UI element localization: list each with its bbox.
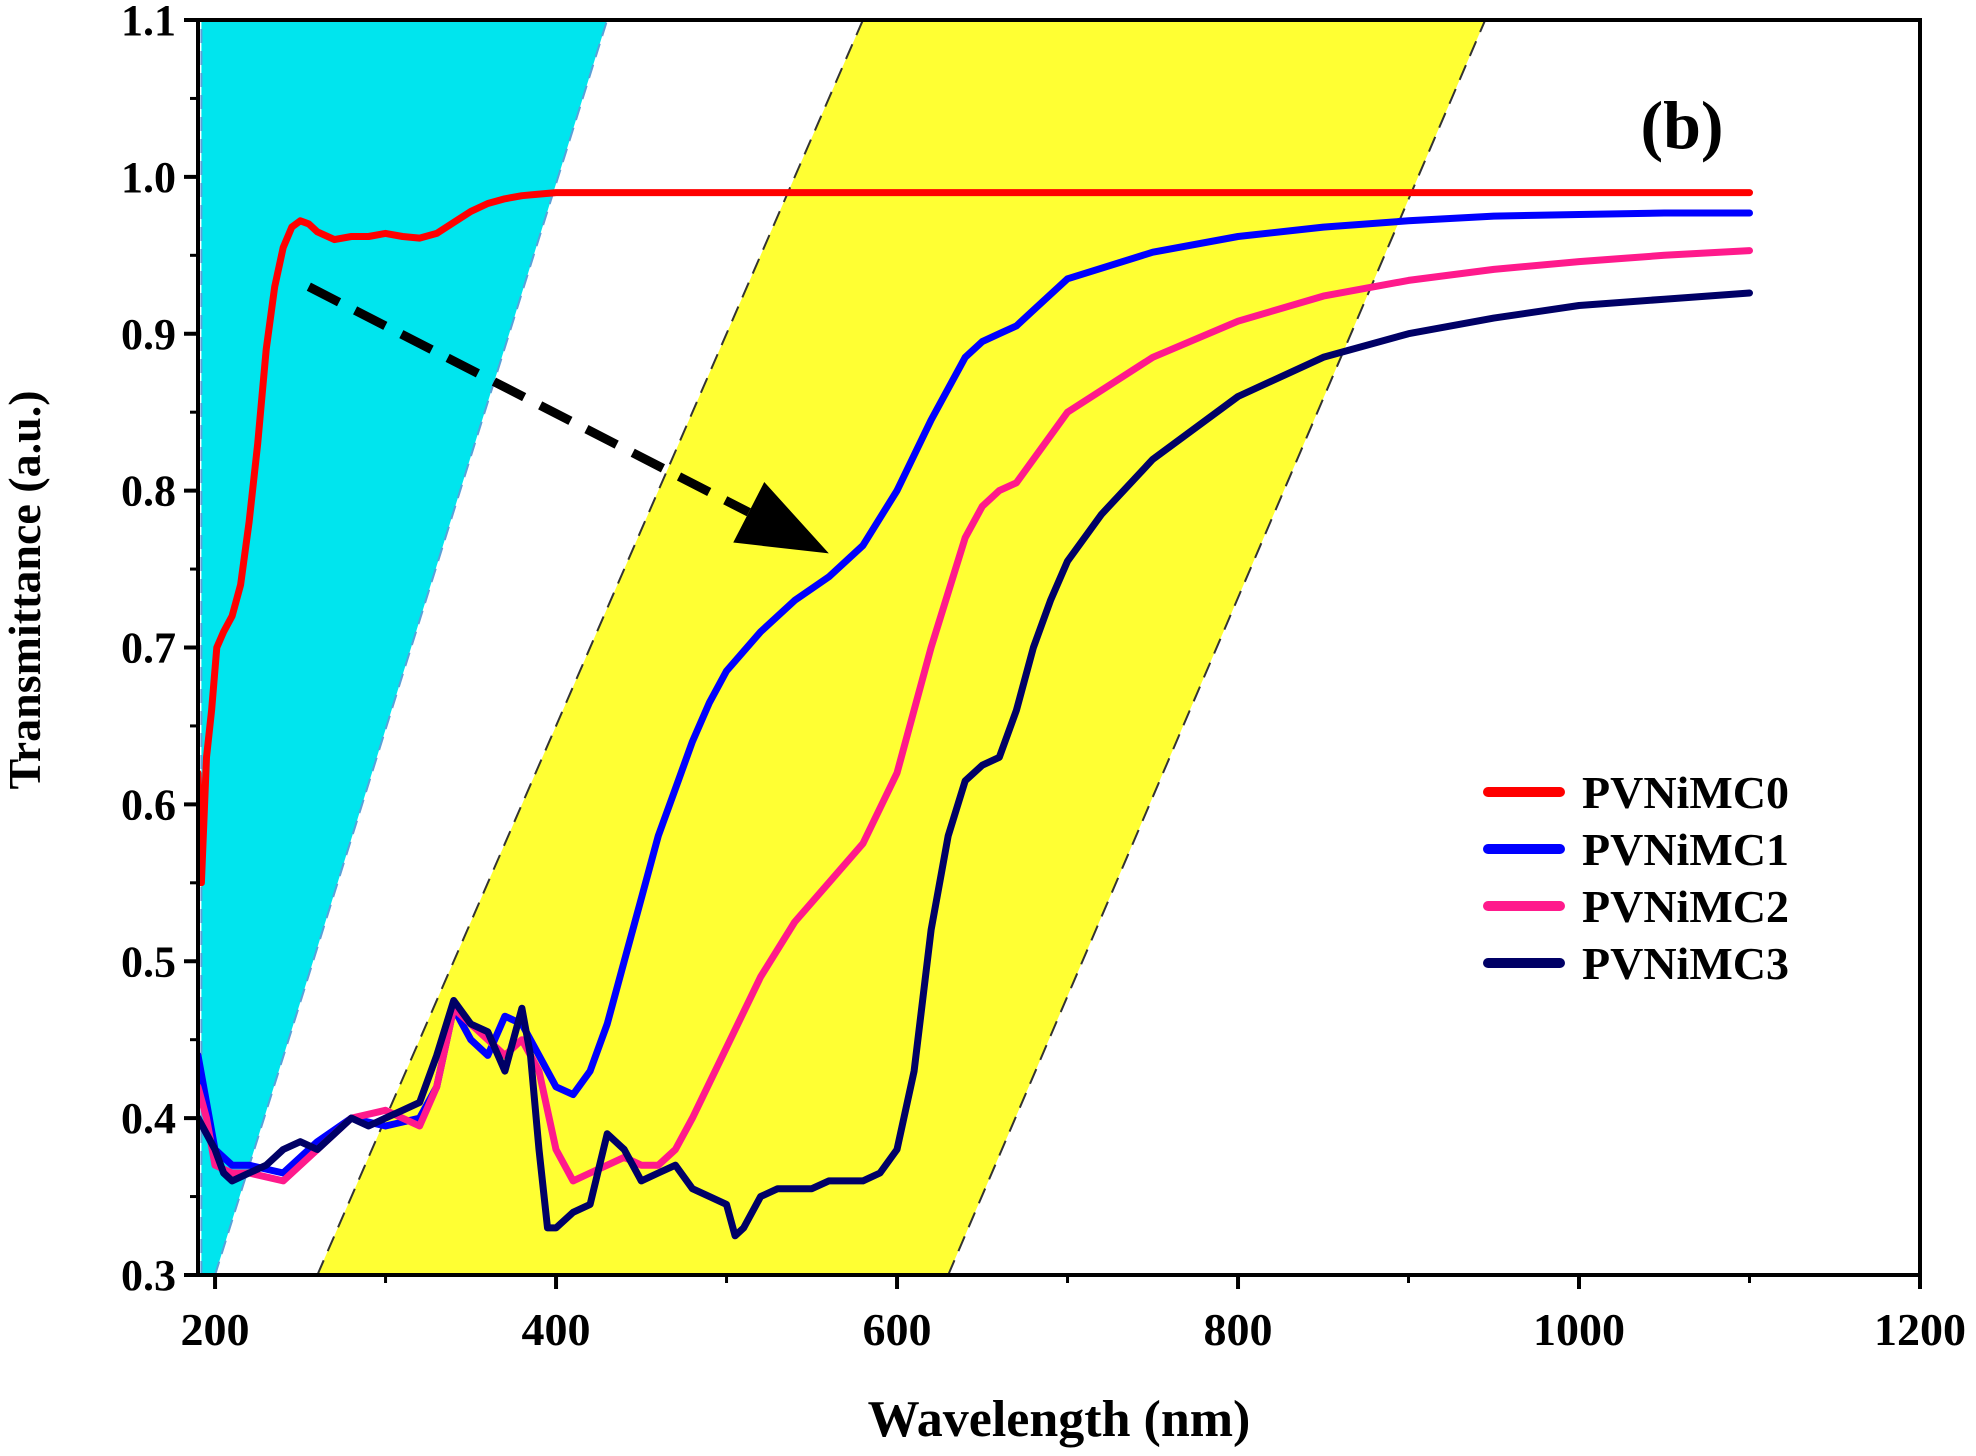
series-line-PVNiMC0	[198, 189, 1753, 887]
series-line-PVNiMC2	[198, 247, 1753, 1185]
y-tick-label: 0.6	[121, 780, 176, 829]
absorption-band-right-edge	[947, 20, 1487, 1275]
legend-label-PVNiMC2: PVNiMC2	[1582, 881, 1789, 932]
x-tick-label: 1000	[1533, 1304, 1625, 1355]
trend-arrow-head	[733, 482, 829, 554]
trend-arrow-shaft	[306, 282, 751, 517]
y-tick-label: 0.4	[121, 1094, 176, 1143]
absorption-band	[317, 20, 1486, 1275]
x-axis-label: Wavelength (nm)	[868, 1391, 1251, 1448]
y-tick-label: 0.3	[121, 1251, 176, 1300]
legend: PVNiMC0 PVNiMC1 PVNiMC2 PVNiMC3	[1483, 767, 1789, 989]
y-tick-label: 0.9	[121, 310, 176, 359]
x-tick-label: 1200	[1874, 1304, 1966, 1355]
panel-label: (b)	[1640, 87, 1723, 163]
absorption-band-left-edge	[316, 20, 864, 1275]
uv-region	[201, 20, 608, 1275]
legend-label-PVNiMC0: PVNiMC0	[1582, 767, 1789, 818]
legend-label-PVNiMC3: PVNiMC3	[1582, 938, 1789, 989]
y-tick-label: 0.5	[121, 937, 176, 986]
x-tick-label: 400	[522, 1304, 591, 1355]
y-tick-label: 1.1	[121, 0, 176, 45]
x-tick-label: 800	[1204, 1304, 1273, 1355]
series-line-PVNiMC1	[198, 209, 1753, 1177]
x-tick-label: 600	[863, 1304, 932, 1355]
legend-label-PVNiMC1: PVNiMC1	[1582, 824, 1789, 875]
y-tick-label: 0.7	[121, 624, 176, 673]
y-axis-label: Transmittance (a.u.)	[0, 390, 50, 789]
y-tick-label: 0.8	[121, 467, 176, 516]
y-tick-label: 1.0	[121, 153, 176, 202]
series-line-PVNiMC3	[198, 289, 1753, 1240]
x-tick-label: 200	[181, 1304, 250, 1355]
